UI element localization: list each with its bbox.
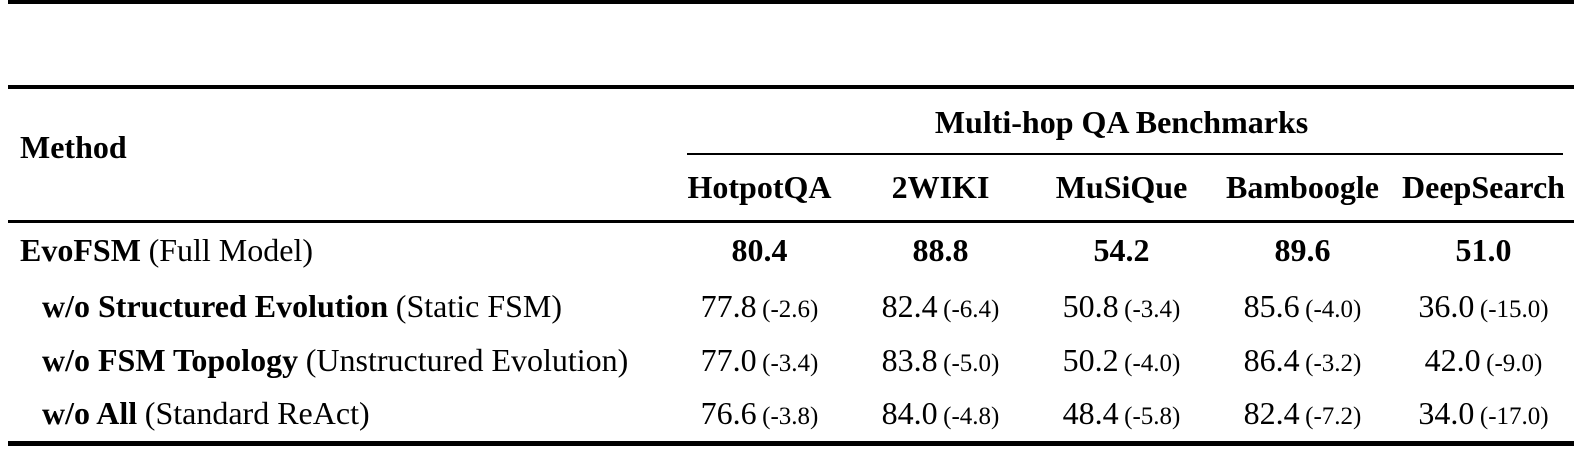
- score-delta: (-4.0): [1305, 295, 1362, 323]
- score-delta: (-5.0): [943, 349, 1000, 377]
- row-label: w/o All (Standard ReAct): [8, 387, 669, 443]
- row-label-paren: (Static FSM): [395, 287, 563, 324]
- row-label-paren: (Unstructured Evolution): [305, 341, 629, 378]
- column-header-bamboogle: Bamboogle: [1212, 155, 1393, 223]
- value-cell: 36.0 (-15.0): [1393, 279, 1574, 333]
- score-delta: (-4.8): [943, 403, 1000, 431]
- score-value: 51.0: [1455, 232, 1512, 269]
- row-label-paren: (Standard ReAct): [144, 395, 370, 432]
- value-cell: 82.4 (-6.4): [850, 279, 1031, 333]
- column-header-2wiki: 2WIKI: [850, 155, 1031, 223]
- table-row-wo-structured-evolution: w/o Structured Evolution (Static FSM) 77.…: [8, 279, 1574, 333]
- score-delta: (-3.8): [762, 403, 819, 431]
- row-label-indent: w/o All (Standard ReAct): [20, 395, 370, 432]
- score-value: 54.2: [1093, 232, 1150, 269]
- row-label: w/o Structured Evolution (Static FSM): [8, 279, 669, 333]
- group-header-label: Multi-hop QA Benchmarks: [934, 103, 1309, 140]
- row-label-bold: EvoFSM: [20, 232, 141, 269]
- ablation-table: Method Multi-hop QA Benchmarks HotpotQA …: [8, 85, 1575, 446]
- column-header-deepsearch: DeepSearch: [1393, 155, 1575, 223]
- score-value: 34.0: [1418, 395, 1475, 432]
- score-delta: (-15.0): [1479, 295, 1549, 323]
- value-cell: 50.2 (-4.0): [1031, 333, 1212, 387]
- column-header-musique: MuSiQue: [1031, 155, 1212, 223]
- score-value: 84.0: [881, 395, 938, 432]
- score-value: 36.0: [1418, 287, 1475, 324]
- score-value: 82.4: [881, 287, 938, 324]
- value-cell: 80.4: [669, 221, 850, 279]
- row-label-indent: w/o Structured Evolution (Static FSM): [20, 288, 562, 325]
- row-label-bold: w/o All: [42, 395, 138, 432]
- row-label-indent: w/o FSM Topology (Unstructured Evolution): [20, 342, 628, 379]
- cmidrule: [687, 153, 1564, 155]
- score-value: 83.8: [881, 341, 938, 378]
- score-value: 89.6: [1274, 232, 1331, 269]
- value-cell: 42.0 (-9.0): [1393, 333, 1574, 387]
- score-value: 76.6: [700, 395, 757, 432]
- score-value: 77.8: [700, 287, 757, 324]
- table-row-wo-all: w/o All (Standard ReAct) 76.6 (-3.8) 84.0(…: [8, 387, 1574, 443]
- row-label: EvoFSM (Full Model): [8, 221, 669, 279]
- score-value: 48.4: [1062, 395, 1119, 432]
- score-value: 50.2: [1062, 341, 1119, 378]
- score-delta: (-6.4): [943, 295, 1000, 323]
- score-delta: (-3.2): [1305, 349, 1362, 377]
- value-cell: 77.0 (-3.4): [669, 333, 850, 387]
- score-delta: (-3.4): [1124, 295, 1181, 323]
- value-cell: 77.8 (-2.6): [669, 279, 850, 333]
- value-cell: 54.2: [1031, 221, 1212, 279]
- score-delta: (-3.4): [762, 349, 819, 377]
- score-value: 88.8: [912, 232, 969, 269]
- value-cell: 82.4 (-7.2): [1212, 387, 1393, 443]
- row-label-bold: w/o Structured Evolution: [42, 287, 389, 324]
- table-row-wo-fsm-topology: w/o FSM Topology (Unstructured Evolution)…: [8, 333, 1574, 387]
- value-cell: 83.8 (-5.0): [850, 333, 1031, 387]
- score-delta: (-4.0): [1124, 349, 1181, 377]
- header-group-row: Method Multi-hop QA Benchmarks: [8, 87, 1574, 223]
- score-delta: (-7.2): [1305, 403, 1362, 431]
- value-cell: 86.4 (-3.2): [1212, 333, 1393, 387]
- score-value: 85.6: [1243, 287, 1300, 324]
- score-value: 86.4: [1243, 341, 1300, 378]
- score-delta: (-9.0): [1486, 349, 1543, 377]
- header-columns-row: HotpotQA 2WIKI MuSiQue Bamboogle DeepSea…: [8, 155, 1575, 223]
- score-delta: (-2.6): [762, 295, 819, 323]
- value-cell: 50.8 (-3.4): [1031, 279, 1212, 333]
- value-cell: 89.6: [1212, 221, 1393, 279]
- score-value: 80.4: [731, 232, 788, 269]
- group-header-cell: Multi-hop QA Benchmarks: [669, 87, 1574, 155]
- score-value: 50.8: [1062, 287, 1119, 324]
- row-label: w/o FSM Topology (Unstructured Evolution): [8, 333, 669, 387]
- row-label-bold: w/o FSM Topology: [42, 341, 299, 378]
- table-row-evofsm: EvoFSM (Full Model) 80.4 88.8 54.2 89.6 5…: [8, 221, 1574, 279]
- score-value: 77.0: [700, 341, 757, 378]
- outer-top-rule: [8, 0, 1574, 4]
- score-value: 42.0: [1424, 341, 1481, 378]
- value-cell: 84.0 (-4.8): [850, 387, 1031, 443]
- value-cell: 34.0 (-17.0): [1393, 387, 1574, 443]
- value-cell: 48.4 (-5.8): [1031, 387, 1212, 443]
- method-column-header: Method: [8, 87, 669, 223]
- score-delta: (-17.0): [1479, 403, 1549, 431]
- value-cell: 85.6 (-4.0): [1212, 279, 1393, 333]
- value-cell: 51.0: [1393, 221, 1574, 279]
- value-cell: 76.6 (-3.8): [669, 387, 850, 443]
- score-value: 82.4: [1243, 395, 1300, 432]
- value-cell: 88.8: [850, 221, 1031, 279]
- score-delta: (-5.8): [1124, 403, 1181, 431]
- method-header-label: Method: [20, 128, 127, 165]
- row-label-paren: (Full Model): [148, 232, 313, 269]
- column-header-hotpotqa: HotpotQA: [669, 155, 850, 223]
